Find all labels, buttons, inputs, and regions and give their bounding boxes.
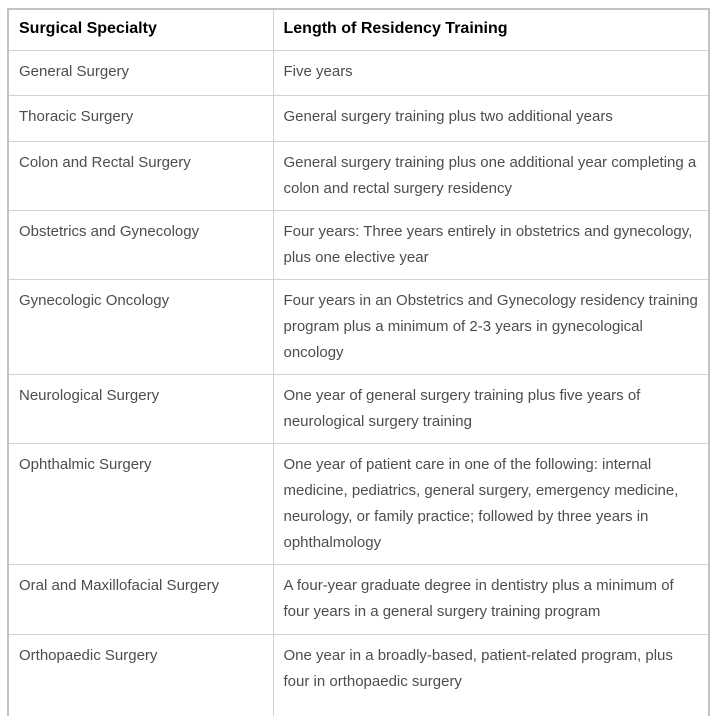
length-cell: General surgery training plus one additi… (272, 140, 710, 211)
length-cell: Four years in an Obstetrics and Gynecolo… (272, 278, 710, 375)
specialty-cell: Obstetrics and Gynecology (7, 209, 274, 280)
table-row: Orthopaedic Surgery One year in a broadl… (7, 633, 710, 716)
residency-training-table: Surgical Specialty Length of Residency T… (7, 8, 710, 716)
table-row: Neurological Surgery One year of general… (7, 373, 710, 444)
specialty-cell: Thoracic Surgery (7, 94, 274, 142)
specialty-cell: General Surgery (7, 49, 274, 96)
table-row: Thoracic Surgery General surgery trainin… (7, 94, 710, 142)
specialty-cell: Colon and Rectal Surgery (7, 140, 274, 211)
length-cell: Five years (272, 49, 710, 96)
specialty-cell: Gynecologic Oncology (7, 278, 274, 375)
column-header-specialty: Surgical Specialty (7, 8, 274, 51)
table-row: Ophthalmic Surgery One year of patient c… (7, 442, 710, 565)
specialty-cell: Ophthalmic Surgery (7, 442, 274, 565)
length-cell: Four years: Three years entirely in obst… (272, 209, 710, 280)
specialty-cell: Orthopaedic Surgery (7, 633, 274, 716)
table-row: Colon and Rectal Surgery General surgery… (7, 140, 710, 211)
table-row: Oral and Maxillofacial Surgery A four-ye… (7, 563, 710, 635)
length-cell: A four-year graduate degree in dentistry… (272, 563, 710, 635)
table-row: Obstetrics and Gynecology Four years: Th… (7, 209, 710, 280)
length-cell: One year of general surgery training plu… (272, 373, 710, 444)
table-row: Gynecologic Oncology Four years in an Ob… (7, 278, 710, 375)
specialty-cell: Neurological Surgery (7, 373, 274, 444)
table-row: General Surgery Five years (7, 49, 710, 96)
specialty-cell: Oral and Maxillofacial Surgery (7, 563, 274, 635)
table-header-row: Surgical Specialty Length of Residency T… (7, 8, 710, 51)
length-cell: One year in a broadly-based, patient-rel… (272, 633, 710, 716)
length-cell: One year of patient care in one of the f… (272, 442, 710, 565)
length-cell: General surgery training plus two additi… (272, 94, 710, 142)
column-header-length: Length of Residency Training (272, 8, 710, 51)
